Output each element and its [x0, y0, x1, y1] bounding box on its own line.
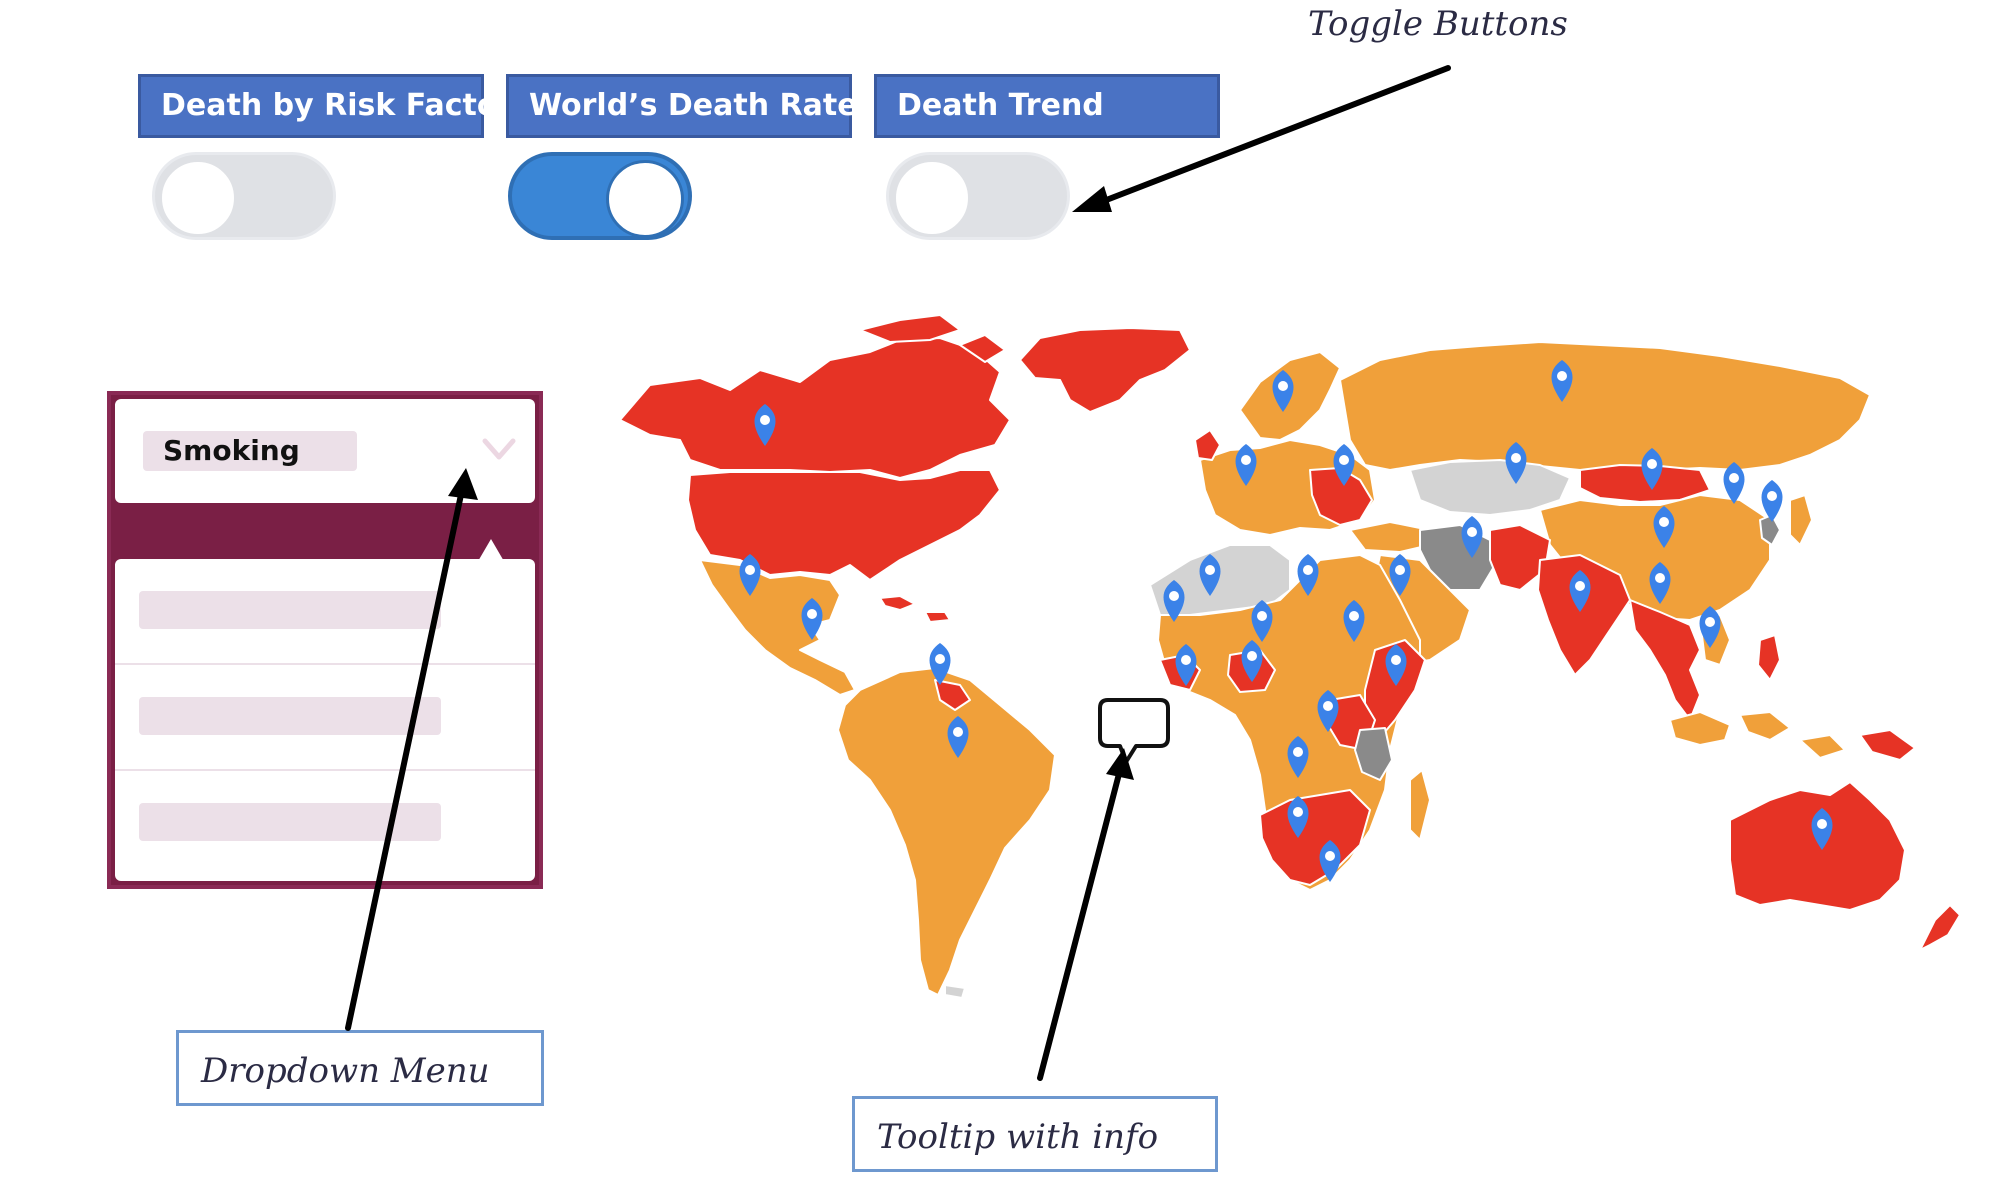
- map-countries: [619, 314, 1961, 999]
- map-pin-icon[interactable]: [1175, 644, 1197, 686]
- region-south-america[interactable]: [837, 667, 1056, 996]
- toggle-knob: [159, 159, 237, 237]
- region-arctic-islands: [859, 314, 1006, 363]
- map-pin-icon[interactable]: [1649, 562, 1671, 604]
- region-pakistan-afghanistan[interactable]: [1489, 524, 1551, 591]
- region-canada[interactable]: [619, 337, 1011, 479]
- dropdown-option[interactable]: [115, 665, 535, 771]
- region-tierra-del-fuego: [944, 984, 966, 999]
- map-pin-icon[interactable]: [947, 716, 969, 758]
- region-kazakhstan[interactable]: [1409, 459, 1571, 516]
- chevron-down-icon[interactable]: [479, 429, 519, 469]
- region-madagascar[interactable]: [1409, 769, 1431, 841]
- annotation-dropdown-menu: Dropdown Menu: [176, 1030, 544, 1106]
- map-pin-icon[interactable]: [1505, 442, 1527, 484]
- toggle-header-death-trend[interactable]: Death Trend: [874, 74, 1220, 138]
- toggle-switch-worlds-death-rate[interactable]: [508, 152, 692, 240]
- dropdown-selected-value: Smoking: [143, 431, 357, 471]
- region-india[interactable]: [1537, 554, 1631, 676]
- toggle-header-worlds-death-rate[interactable]: World’s Death Rate: [506, 74, 858, 138]
- toggle-switch-death-by-risk-factor[interactable]: [152, 152, 336, 240]
- map-pin-icon[interactable]: [1297, 554, 1319, 596]
- toggle-switch-death-trend[interactable]: [886, 152, 1070, 240]
- region-united-states[interactable]: [687, 469, 1001, 581]
- option-placeholder: [139, 697, 441, 735]
- region-southeast-asia[interactable]: [1629, 599, 1701, 721]
- region-mexico-central-america[interactable]: [699, 559, 856, 696]
- map-pin-icon[interactable]: [929, 643, 951, 685]
- toggle-knob: [606, 160, 684, 238]
- region-indonesia[interactable]: [1669, 711, 1846, 759]
- map-pin-icon[interactable]: [1343, 600, 1365, 642]
- region-east-africa[interactable]: [1364, 639, 1426, 741]
- region-caribbean: [879, 595, 951, 623]
- map-pin-icon[interactable]: [1317, 690, 1339, 732]
- map-pin-icon[interactable]: [1551, 360, 1573, 402]
- map-pin-icon[interactable]: [1461, 516, 1483, 558]
- map-pin-icon[interactable]: [1385, 644, 1407, 686]
- region-british-isles: [1194, 429, 1221, 461]
- map-pin-icon[interactable]: [739, 554, 761, 596]
- map-pin-icon[interactable]: [1569, 570, 1591, 612]
- map-pin-icon[interactable]: [801, 598, 823, 640]
- region-russia[interactable]: [1339, 341, 1871, 473]
- arrow-to-tooltip: [1037, 748, 1134, 1081]
- map-pin-icon[interactable]: [1641, 448, 1663, 490]
- toggle-knob: [893, 159, 971, 237]
- region-greenland[interactable]: [1019, 327, 1191, 413]
- map-pin-icon[interactable]: [1653, 506, 1675, 548]
- arrow-to-toggle: [1072, 65, 1451, 212]
- map-pin-icon[interactable]: [1811, 808, 1833, 850]
- region-guianas: [934, 679, 971, 711]
- region-mongolia[interactable]: [1579, 464, 1711, 503]
- map-pin-icon[interactable]: [1235, 444, 1257, 486]
- map-pin-icon[interactable]: [1723, 462, 1745, 504]
- map-pin-icon[interactable]: [1319, 840, 1341, 882]
- map-pin-icon[interactable]: [1241, 640, 1263, 682]
- map-pin-icon[interactable]: [1699, 606, 1721, 648]
- annotation-tooltip-with-info: Tooltip with info: [852, 1096, 1218, 1172]
- map-markers: [739, 360, 1833, 882]
- region-turkey[interactable]: [1349, 521, 1431, 553]
- dropdown-option[interactable]: [115, 559, 535, 665]
- map-pin-icon[interactable]: [754, 404, 776, 446]
- option-placeholder: [139, 591, 441, 629]
- region-mozambique[interactable]: [1354, 727, 1393, 781]
- speech-bubble-icon[interactable]: [1098, 698, 1170, 764]
- annotation-toggle-buttons: Toggle Buttons: [1308, 4, 1568, 44]
- map-pin-icon[interactable]: [1389, 554, 1411, 596]
- map-pin-icon[interactable]: [1761, 480, 1783, 522]
- region-japan[interactable]: [1789, 494, 1813, 546]
- toggle-header-death-by-risk-factor[interactable]: Death by Risk Factor: [138, 74, 512, 138]
- map-pin-icon[interactable]: [1163, 580, 1185, 622]
- map-pin-icon[interactable]: [1333, 444, 1355, 486]
- annotation-arrows: [345, 65, 1451, 1081]
- map-pin-icon[interactable]: [1272, 370, 1294, 412]
- region-new-zealand[interactable]: [1919, 904, 1961, 951]
- region-philippines[interactable]: [1757, 634, 1781, 681]
- arrow-to-dropdown: [345, 468, 478, 1031]
- dropdown-divider-band: [111, 507, 539, 559]
- map-pin-icon[interactable]: [1251, 600, 1273, 642]
- map-pin-icon[interactable]: [1199, 554, 1221, 596]
- region-papua[interactable]: [1859, 729, 1916, 761]
- region-southern-africa[interactable]: [1259, 789, 1371, 886]
- region-australia[interactable]: [1729, 781, 1906, 911]
- map-pin-icon[interactable]: [1287, 796, 1309, 838]
- map-pin-icon[interactable]: [1287, 736, 1309, 778]
